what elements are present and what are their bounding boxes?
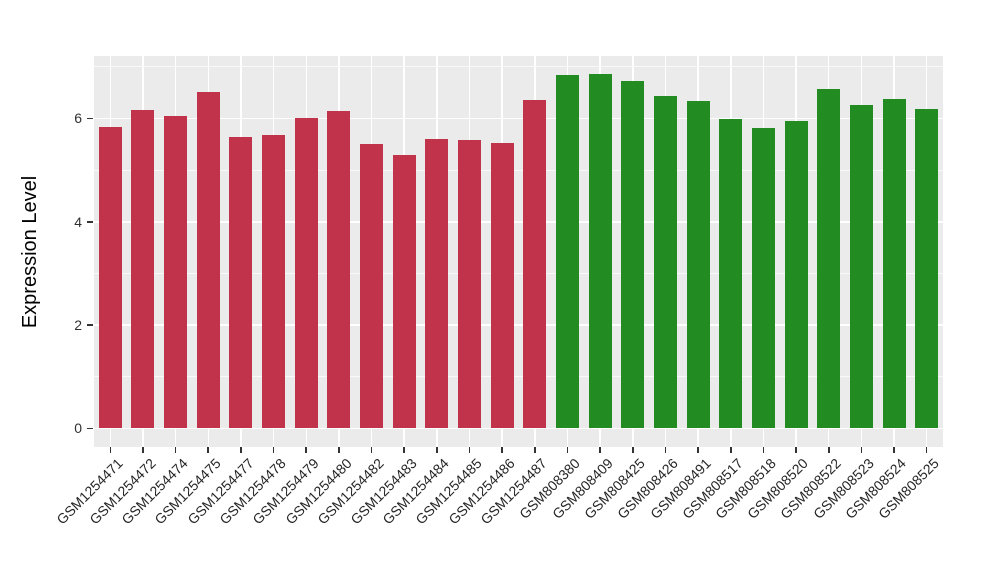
- x-axis-tick: [599, 447, 601, 453]
- x-axis-tick: [566, 447, 569, 453]
- x-axis-tick: [436, 447, 438, 453]
- gridline-minor: [94, 272, 943, 274]
- bar-GSM808524: [882, 98, 906, 429]
- bar-GSM808491: [686, 100, 710, 429]
- y-tick-label: 6: [74, 110, 82, 127]
- x-axis-tick: [370, 447, 373, 453]
- x-axis-tick: [697, 447, 699, 453]
- bar-GSM1254487: [523, 99, 547, 429]
- bar-GSM1254484: [425, 139, 449, 429]
- gridline-minor: [94, 66, 943, 68]
- x-axis-tick: [795, 447, 797, 453]
- x-axis-tick: [893, 447, 895, 453]
- x-axis-tick: [207, 447, 210, 453]
- x-axis-tick: [468, 447, 471, 453]
- x-axis-tick: [305, 447, 308, 453]
- bar-GSM1254480: [327, 110, 351, 429]
- bar-GSM1254472: [131, 109, 155, 429]
- bar-GSM808525: [915, 108, 939, 429]
- x-axis-tick: [664, 447, 667, 453]
- bar-GSM1254471: [98, 126, 122, 429]
- x-axis-tick: [925, 447, 928, 453]
- gridline-major: [94, 221, 943, 223]
- x-axis-tick: [142, 447, 144, 453]
- bar-GSM808517: [719, 119, 743, 429]
- bar-GSM808426: [653, 96, 677, 429]
- x-axis-tick: [729, 447, 732, 453]
- bar-GSM808425: [621, 80, 645, 429]
- bar-GSM1254478: [262, 135, 286, 429]
- x-axis-tick: [403, 447, 405, 453]
- x-axis-tick: [534, 447, 536, 453]
- bar-GSM1254486: [490, 143, 514, 429]
- y-axis-tick: [87, 117, 93, 120]
- y-tick-label: 2: [74, 317, 82, 334]
- bar-GSM1254475: [196, 91, 220, 429]
- gridline-major: [94, 117, 943, 120]
- bar-GSM1254474: [164, 116, 188, 429]
- x-axis-tick: [174, 447, 177, 453]
- bar-GSM808380: [555, 74, 579, 429]
- gridline-minor: [94, 169, 943, 171]
- bar-GSM808409: [588, 73, 612, 429]
- y-tick-label: 0: [74, 420, 82, 437]
- y-axis-title: Expression Level: [19, 175, 41, 329]
- x-axis-tick: [109, 447, 112, 453]
- y-axis-tick: [87, 324, 93, 326]
- x-axis-tick: [338, 447, 340, 453]
- x-axis-tick: [501, 447, 503, 453]
- bar-GSM1254477: [229, 137, 253, 429]
- bar-GSM1254479: [294, 118, 318, 429]
- bar-GSM1254483: [392, 154, 416, 429]
- y-tick-label: 4: [74, 213, 82, 230]
- y-axis-tick: [87, 221, 93, 223]
- x-axis-tick: [860, 447, 863, 453]
- bar-GSM808520: [784, 121, 808, 429]
- bar-GSM1254485: [458, 140, 482, 429]
- y-axis-tick: [87, 427, 93, 430]
- x-axis-tick: [827, 447, 830, 453]
- x-axis-tick: [240, 447, 242, 453]
- plot-panel: [94, 56, 943, 447]
- x-axis-tick: [762, 447, 765, 453]
- gridline-major: [94, 427, 943, 430]
- gridline-minor: [94, 376, 943, 378]
- bar-GSM808518: [751, 128, 775, 429]
- bar-GSM808522: [817, 89, 841, 429]
- gridline-major: [94, 324, 943, 326]
- bar-GSM1254482: [360, 144, 384, 429]
- bar-GSM808523: [849, 105, 873, 429]
- x-axis-tick: [272, 447, 275, 453]
- x-axis-tick: [631, 447, 634, 453]
